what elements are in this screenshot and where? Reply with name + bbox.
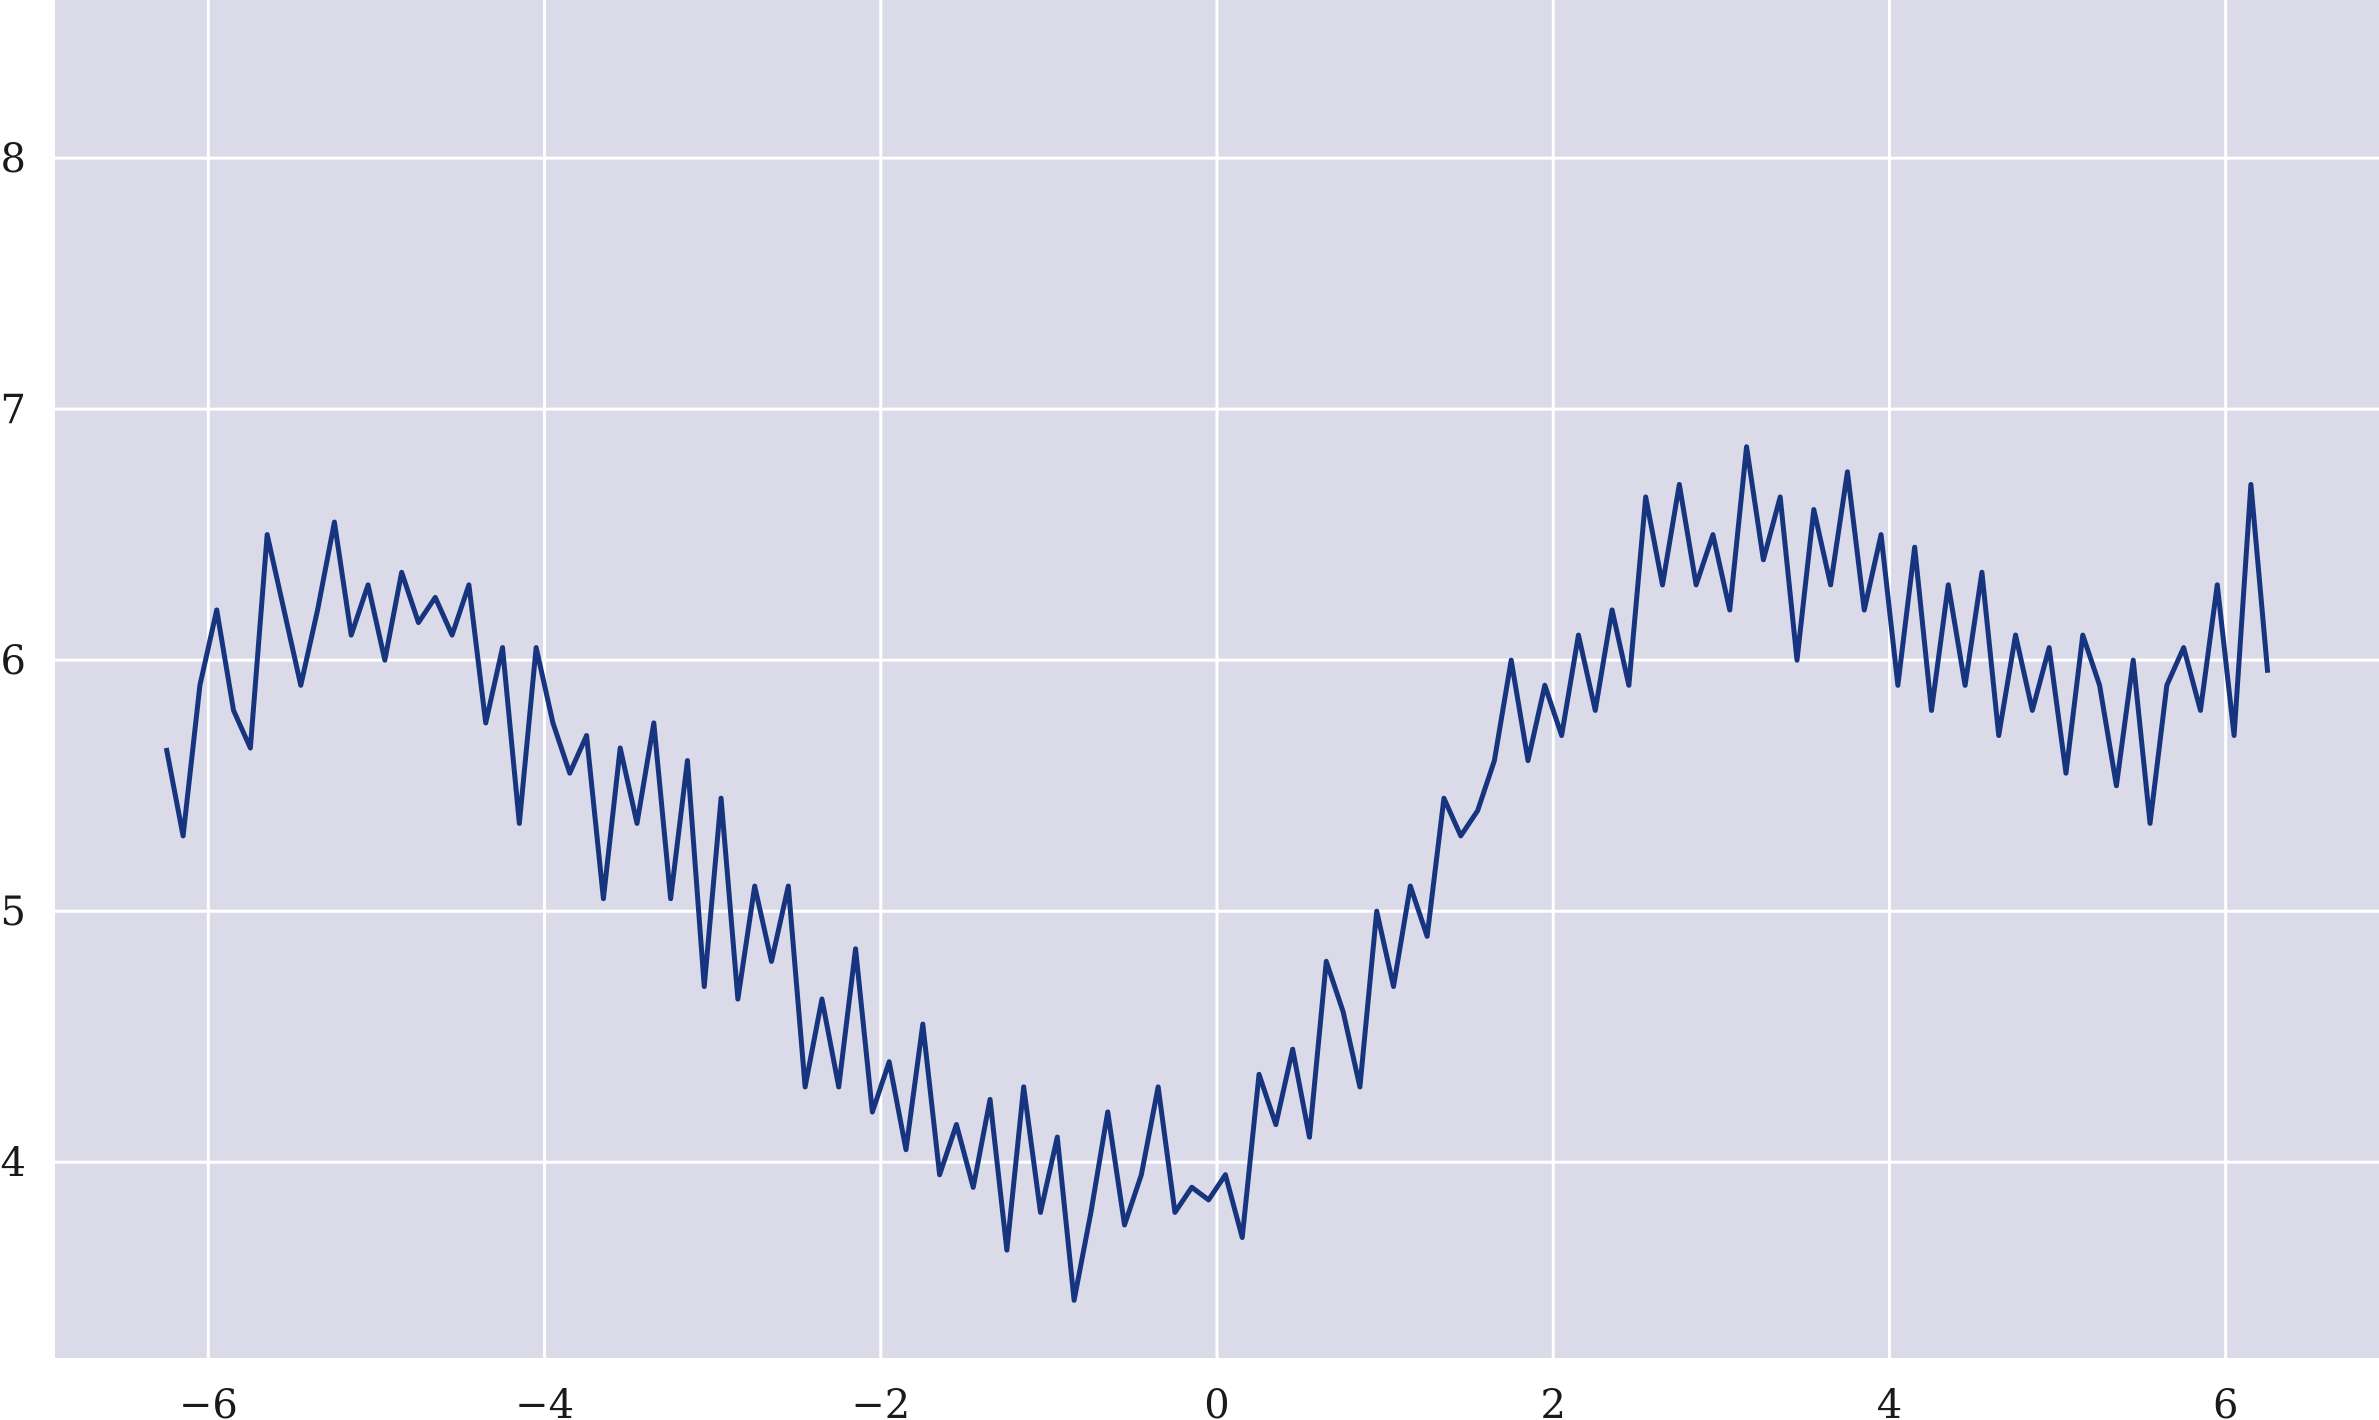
x-tick-label: 0 [1204,1382,1229,1420]
x-tick-label: 2 [1541,1382,1566,1420]
y-tick-label: 8 [1,136,26,182]
x-tick-label: 4 [1877,1382,1902,1420]
y-tick-label: 5 [1,889,26,935]
x-tick-label: −4 [515,1382,574,1420]
y-tick-label: 4 [1,1140,26,1186]
data-line [163,444,2271,1303]
y-tick-label: 6 [1,638,26,684]
x-tick-label: −2 [851,1382,910,1420]
y-tick-label: 7 [1,387,26,433]
x-tick-label: 6 [2213,1382,2238,1420]
x-tick-label: −6 [179,1382,238,1420]
